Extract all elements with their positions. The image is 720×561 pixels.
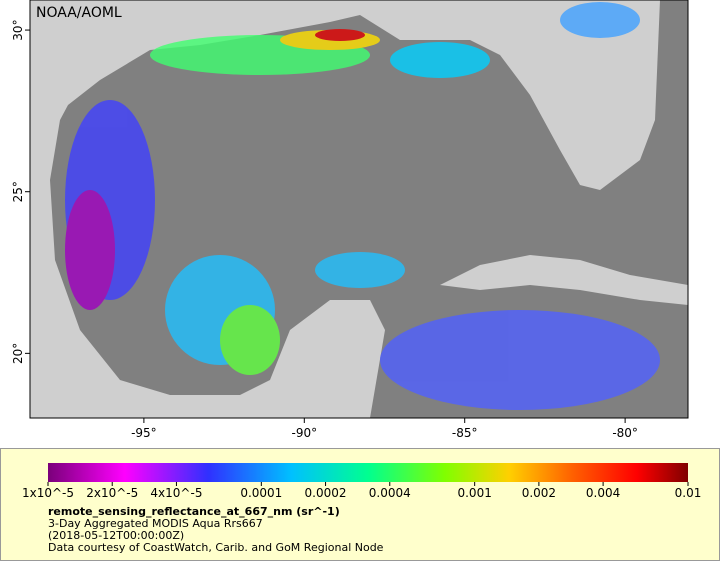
shelf-patch (380, 310, 660, 410)
colorbar-tick-label: 0.002 (522, 486, 556, 500)
colorbar-ticks: 1x10^-5 2x10^-5 4x10^-5 0.0001 0.0002 0.0004 0… (22, 482, 701, 500)
colorbar-tick-label: 0.004 (586, 486, 620, 500)
colorbar-tick-label: 4x10^-5 (150, 486, 202, 500)
map-area (30, 0, 688, 418)
x-tick-label: -80° (612, 426, 638, 440)
y-tick-label: 20° (11, 343, 25, 364)
y-tick-label: 30° (11, 19, 25, 40)
colorbar (48, 463, 688, 482)
shelf-patch (560, 2, 640, 38)
colorbar-tick-label: 0.0001 (240, 486, 282, 500)
legend-variable: remote_sensing_reflectance_at_667_nm (sr… (48, 505, 340, 518)
colorbar-tick-label: 2x10^-5 (86, 486, 138, 500)
legend-description: 3-Day Aggregated MODIS Aqua Rrs667 (48, 517, 263, 530)
x-tick-label: -95° (131, 426, 157, 440)
axes: -95° -90° -85° -80° 20° 25° 30° (11, 19, 638, 440)
colorbar-tick-label: 0.01 (675, 486, 702, 500)
colorbar-tick-label: 0.001 (457, 486, 491, 500)
map-title: NOAA/AOML (36, 5, 122, 21)
map-frame (29, 0, 689, 419)
colorbar-tick-label: 0.0004 (369, 486, 411, 500)
x-tick-label: -85° (452, 426, 478, 440)
shelf-patch (65, 190, 115, 310)
shelf-patch (220, 305, 280, 375)
reflectance-field (65, 2, 660, 410)
x-tick-label: -90° (291, 426, 317, 440)
y-tick-label: 25° (11, 181, 25, 202)
colorbar-tick-label: 1x10^-5 (22, 486, 74, 500)
legend-time: (2018-05-12T00:00:00Z) (48, 529, 184, 542)
shelf-patch (390, 42, 490, 78)
colorbar-tick-label: 0.0002 (305, 486, 347, 500)
cuba (440, 255, 688, 305)
shelf-patch (315, 29, 365, 41)
legend-credit: Data courtesy of CoastWatch, Carib. and … (48, 541, 384, 554)
shelf-patch (315, 252, 405, 288)
